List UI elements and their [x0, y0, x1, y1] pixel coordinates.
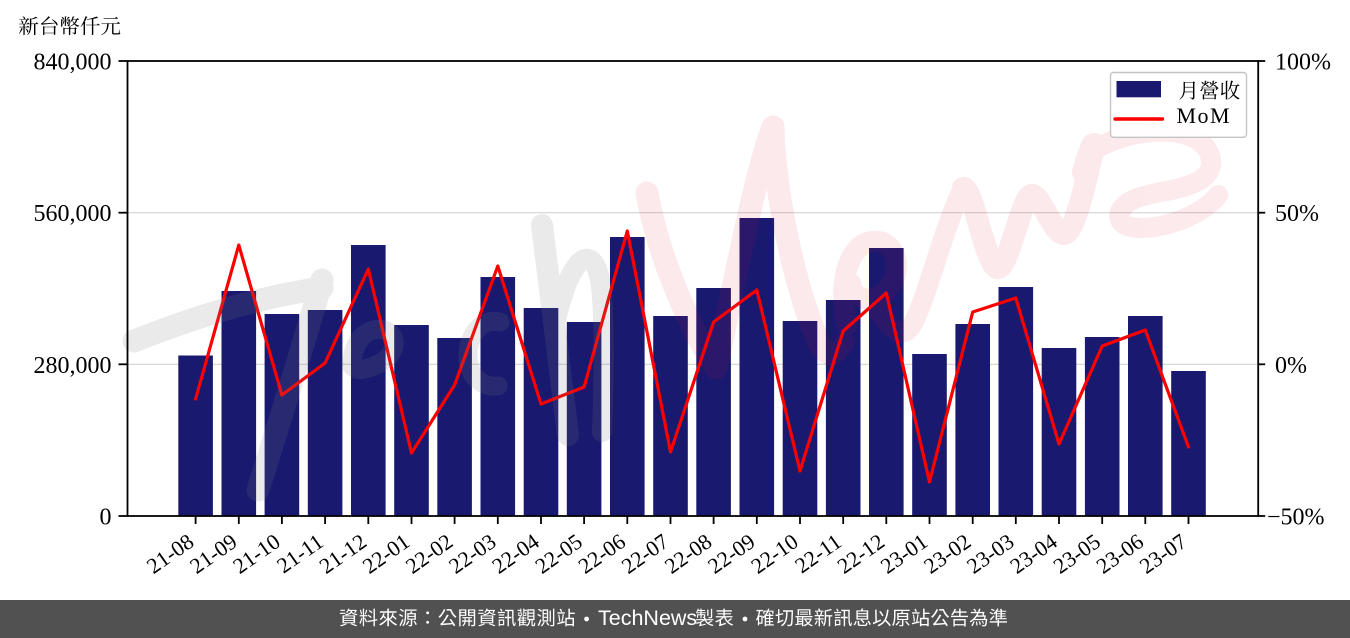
svg-text:−50%: −50%	[1267, 505, 1325, 531]
svg-text:TechNews: TechNews	[598, 606, 697, 630]
svg-text:100%: 100%	[1275, 50, 1331, 76]
svg-text:0: 0	[100, 505, 112, 531]
svg-text:560,000: 560,000	[34, 201, 112, 227]
svg-text:280,000: 280,000	[34, 353, 112, 379]
svg-text:MoM: MoM	[1177, 103, 1232, 128]
svg-text:50%: 50%	[1275, 201, 1319, 227]
svg-text:0%: 0%	[1275, 353, 1307, 379]
svg-text:840,000: 840,000	[34, 50, 112, 76]
